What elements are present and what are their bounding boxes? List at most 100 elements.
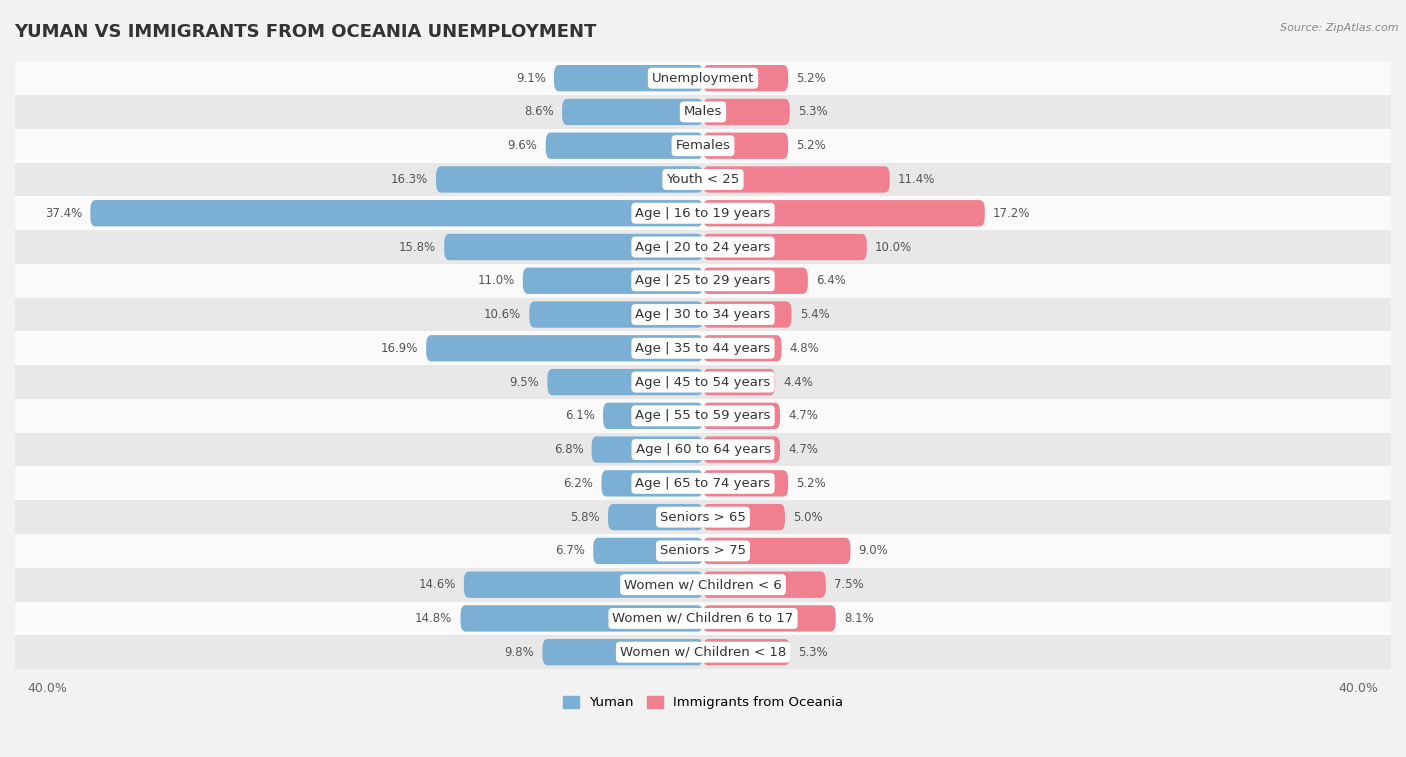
- Bar: [0, 264, 1406, 298]
- Text: 16.3%: 16.3%: [391, 173, 427, 186]
- FancyBboxPatch shape: [703, 639, 790, 665]
- Text: Age | 20 to 24 years: Age | 20 to 24 years: [636, 241, 770, 254]
- Text: Women w/ Children < 6: Women w/ Children < 6: [624, 578, 782, 591]
- Text: 9.8%: 9.8%: [505, 646, 534, 659]
- Text: Age | 25 to 29 years: Age | 25 to 29 years: [636, 274, 770, 287]
- Text: 4.4%: 4.4%: [783, 375, 813, 388]
- Text: 5.2%: 5.2%: [796, 72, 827, 85]
- Bar: [0, 332, 1406, 365]
- Bar: [0, 163, 1406, 196]
- FancyBboxPatch shape: [703, 437, 780, 463]
- Text: Seniors > 75: Seniors > 75: [659, 544, 747, 557]
- Text: 7.5%: 7.5%: [834, 578, 863, 591]
- Text: 8.1%: 8.1%: [844, 612, 873, 625]
- Text: 10.0%: 10.0%: [875, 241, 912, 254]
- FancyBboxPatch shape: [593, 537, 703, 564]
- Text: Age | 35 to 44 years: Age | 35 to 44 years: [636, 342, 770, 355]
- Text: 5.3%: 5.3%: [799, 646, 828, 659]
- FancyBboxPatch shape: [703, 537, 851, 564]
- Bar: [0, 399, 1406, 433]
- Text: Women w/ Children 6 to 17: Women w/ Children 6 to 17: [613, 612, 793, 625]
- FancyBboxPatch shape: [703, 98, 790, 125]
- Text: 4.8%: 4.8%: [790, 342, 820, 355]
- Text: 5.2%: 5.2%: [796, 139, 827, 152]
- FancyBboxPatch shape: [703, 268, 808, 294]
- Bar: [0, 230, 1406, 264]
- FancyBboxPatch shape: [703, 65, 789, 92]
- Bar: [0, 602, 1406, 635]
- FancyBboxPatch shape: [703, 167, 890, 192]
- Text: Source: ZipAtlas.com: Source: ZipAtlas.com: [1281, 23, 1399, 33]
- Bar: [0, 298, 1406, 332]
- FancyBboxPatch shape: [703, 301, 792, 328]
- Text: 5.4%: 5.4%: [800, 308, 830, 321]
- Bar: [0, 635, 1406, 669]
- FancyBboxPatch shape: [703, 369, 775, 395]
- Text: Age | 45 to 54 years: Age | 45 to 54 years: [636, 375, 770, 388]
- Text: 6.1%: 6.1%: [565, 410, 595, 422]
- Text: Youth < 25: Youth < 25: [666, 173, 740, 186]
- Text: 14.8%: 14.8%: [415, 612, 453, 625]
- Text: 9.0%: 9.0%: [859, 544, 889, 557]
- FancyBboxPatch shape: [603, 403, 703, 429]
- FancyBboxPatch shape: [554, 65, 703, 92]
- Text: 5.8%: 5.8%: [571, 511, 600, 524]
- FancyBboxPatch shape: [703, 606, 835, 631]
- Text: Age | 65 to 74 years: Age | 65 to 74 years: [636, 477, 770, 490]
- FancyBboxPatch shape: [436, 167, 703, 192]
- Legend: Yuman, Immigrants from Oceania: Yuman, Immigrants from Oceania: [557, 690, 849, 715]
- FancyBboxPatch shape: [464, 572, 703, 598]
- FancyBboxPatch shape: [703, 234, 868, 260]
- FancyBboxPatch shape: [530, 301, 703, 328]
- FancyBboxPatch shape: [523, 268, 703, 294]
- Bar: [0, 534, 1406, 568]
- FancyBboxPatch shape: [703, 132, 789, 159]
- FancyBboxPatch shape: [703, 572, 825, 598]
- Text: Females: Females: [675, 139, 731, 152]
- Bar: [0, 568, 1406, 602]
- Text: YUMAN VS IMMIGRANTS FROM OCEANIA UNEMPLOYMENT: YUMAN VS IMMIGRANTS FROM OCEANIA UNEMPLO…: [14, 23, 596, 41]
- Bar: [0, 61, 1406, 95]
- FancyBboxPatch shape: [703, 470, 789, 497]
- FancyBboxPatch shape: [607, 504, 703, 531]
- Text: 6.2%: 6.2%: [564, 477, 593, 490]
- Text: 5.0%: 5.0%: [793, 511, 823, 524]
- Text: Women w/ Children < 18: Women w/ Children < 18: [620, 646, 786, 659]
- Bar: [0, 466, 1406, 500]
- FancyBboxPatch shape: [444, 234, 703, 260]
- Text: Age | 55 to 59 years: Age | 55 to 59 years: [636, 410, 770, 422]
- FancyBboxPatch shape: [703, 335, 782, 362]
- Text: 8.6%: 8.6%: [524, 105, 554, 118]
- Text: Males: Males: [683, 105, 723, 118]
- FancyBboxPatch shape: [602, 470, 703, 497]
- FancyBboxPatch shape: [703, 504, 785, 531]
- Text: 9.6%: 9.6%: [508, 139, 537, 152]
- Text: Age | 60 to 64 years: Age | 60 to 64 years: [636, 443, 770, 456]
- FancyBboxPatch shape: [703, 200, 984, 226]
- Text: 10.6%: 10.6%: [484, 308, 522, 321]
- FancyBboxPatch shape: [547, 369, 703, 395]
- FancyBboxPatch shape: [562, 98, 703, 125]
- Text: 9.5%: 9.5%: [509, 375, 538, 388]
- FancyBboxPatch shape: [90, 200, 703, 226]
- Text: 11.4%: 11.4%: [898, 173, 935, 186]
- Bar: [0, 196, 1406, 230]
- Text: 5.2%: 5.2%: [796, 477, 827, 490]
- Bar: [0, 500, 1406, 534]
- Text: 6.8%: 6.8%: [554, 443, 583, 456]
- FancyBboxPatch shape: [703, 403, 780, 429]
- Bar: [0, 433, 1406, 466]
- FancyBboxPatch shape: [426, 335, 703, 362]
- Text: Seniors > 65: Seniors > 65: [659, 511, 747, 524]
- Text: 17.2%: 17.2%: [993, 207, 1031, 220]
- Text: Age | 16 to 19 years: Age | 16 to 19 years: [636, 207, 770, 220]
- Text: 6.7%: 6.7%: [555, 544, 585, 557]
- Text: 11.0%: 11.0%: [478, 274, 515, 287]
- Text: 6.4%: 6.4%: [815, 274, 846, 287]
- Text: 15.8%: 15.8%: [399, 241, 436, 254]
- Text: 9.1%: 9.1%: [516, 72, 546, 85]
- Text: 4.7%: 4.7%: [789, 410, 818, 422]
- Bar: [0, 95, 1406, 129]
- Text: 14.6%: 14.6%: [418, 578, 456, 591]
- Text: Age | 30 to 34 years: Age | 30 to 34 years: [636, 308, 770, 321]
